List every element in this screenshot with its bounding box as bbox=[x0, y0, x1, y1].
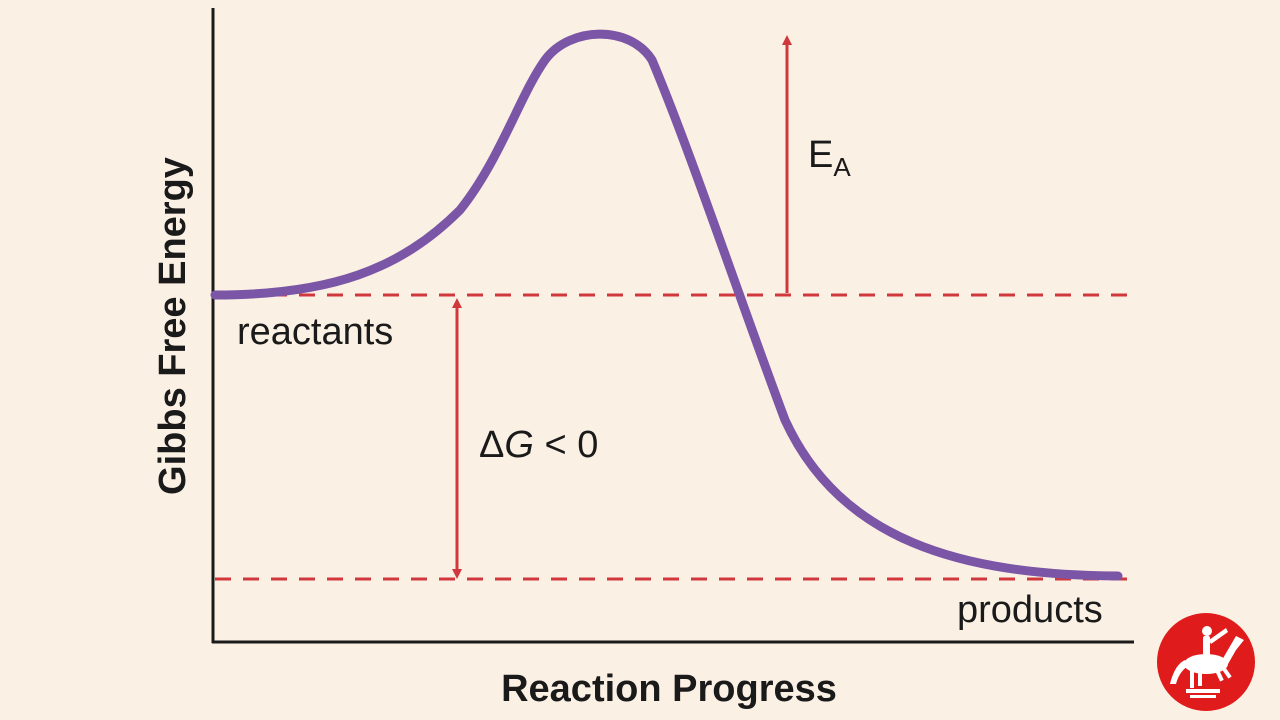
activation-energy-symbol: E bbox=[808, 134, 833, 176]
logo bbox=[1157, 613, 1255, 711]
delta-g-variable: G bbox=[504, 424, 534, 466]
energy-curve bbox=[210, 29, 1123, 581]
reactants-label: reactants bbox=[237, 311, 393, 353]
horse-rider-icon bbox=[1170, 626, 1244, 698]
x-axis-title: Reaction Progress bbox=[501, 668, 837, 710]
y-axis-title: Gibbs Free Energy bbox=[152, 157, 194, 495]
delta-g-relation: < 0 bbox=[534, 424, 598, 466]
activation-energy-subscript: A bbox=[833, 152, 851, 182]
products-label: products bbox=[957, 589, 1103, 631]
delta-g-symbol: Δ bbox=[479, 424, 504, 466]
activation-energy-label: EA bbox=[808, 134, 851, 182]
delta-g-label: ΔG < 0 bbox=[479, 424, 598, 466]
